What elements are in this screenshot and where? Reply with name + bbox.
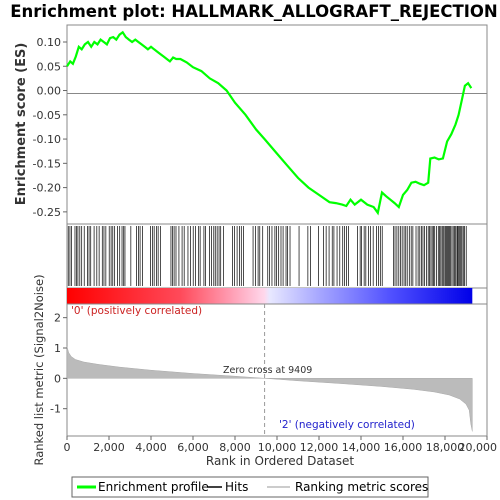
rank-colorbar xyxy=(66,287,488,305)
legend-enrichment-label: Enrichment profile xyxy=(98,480,209,494)
legend-metric-label: Ranking metric scores xyxy=(295,480,428,494)
legend: Enrichment profile Hits Ranking metric s… xyxy=(71,476,429,498)
rank-gradient xyxy=(67,288,473,304)
metric-y-tick-label: -1 xyxy=(50,403,61,416)
es-y-tick-label: 0.05 xyxy=(37,60,62,73)
legend-hits-label: Hits xyxy=(225,480,248,494)
x-tick-label: 14,000 xyxy=(342,441,381,454)
es-y-tick-label: -0.25 xyxy=(33,206,61,219)
es-y-tick-label: -0.15 xyxy=(33,157,61,170)
x-axis: 0 2,000 4,000 6,000 8,000 10,000 12,000 14,000 1… xyxy=(64,436,498,454)
x-tick-label: 18,000 xyxy=(426,441,465,454)
hit-marks xyxy=(67,226,467,286)
es-panel-frame xyxy=(66,24,488,225)
x-tick-label: 20,000 xyxy=(459,441,498,454)
positive-correlation-label: '0' (positively correlated) xyxy=(71,305,202,317)
zero-cross-label: Zero cross at 9409 xyxy=(223,365,312,376)
es-panel: 0.10 0.05 0.00 -0.05 -0.10 -0.15 -0.20 -0.25 En… xyxy=(14,24,488,225)
es-y-axis: 0.10 0.05 0.00 -0.05 -0.10 -0.15 -0.20 -0.25 xyxy=(33,36,67,219)
metric-y-tick-label: 1 xyxy=(54,342,61,355)
metric-y-tick-label: 2 xyxy=(54,312,61,325)
x-tick-label: 0 xyxy=(64,441,71,454)
x-tick-label: 16,000 xyxy=(384,441,423,454)
es-y-tick-label: 0.00 xyxy=(37,85,62,98)
x-axis-label: Rank in Ordered Dataset xyxy=(206,454,354,468)
es-y-label: Enrichment score (ES) xyxy=(14,43,29,206)
es-y-tick-label: -0.20 xyxy=(33,182,61,195)
metric-y-tick-label: 0 xyxy=(54,372,61,385)
x-tick-label: 12,000 xyxy=(300,441,339,454)
x-tick-label: 8,000 xyxy=(219,441,251,454)
x-tick-label: 2,000 xyxy=(93,441,125,454)
enrichment-profile-line xyxy=(66,30,473,216)
x-tick-label: 4,000 xyxy=(135,441,167,454)
es-y-tick-label: -0.05 xyxy=(33,109,61,122)
metric-panel: 2 1 0 -1 '0' (positively correlated) '2' (n… xyxy=(32,274,488,466)
x-tick-label: 10,000 xyxy=(258,441,297,454)
ranking-metric-area xyxy=(66,346,473,432)
x-tick-label: 6,000 xyxy=(177,441,209,454)
hits-panel xyxy=(66,223,488,289)
hits-panel-frame xyxy=(66,223,488,289)
chart-title: Enrichment plot: HALLMARK_ALLOGRAFT_REJE… xyxy=(10,2,497,21)
metric-y-label: Ranked list metric (Signal2Noise) xyxy=(32,274,46,465)
metric-y-axis: 2 1 0 -1 xyxy=(50,312,67,416)
es-y-tick-label: -0.10 xyxy=(33,133,61,146)
negative-correlation-label: '2' (negatively correlated) xyxy=(279,419,415,431)
legend-frame xyxy=(71,476,429,498)
es-y-tick-label: 0.10 xyxy=(37,36,62,49)
